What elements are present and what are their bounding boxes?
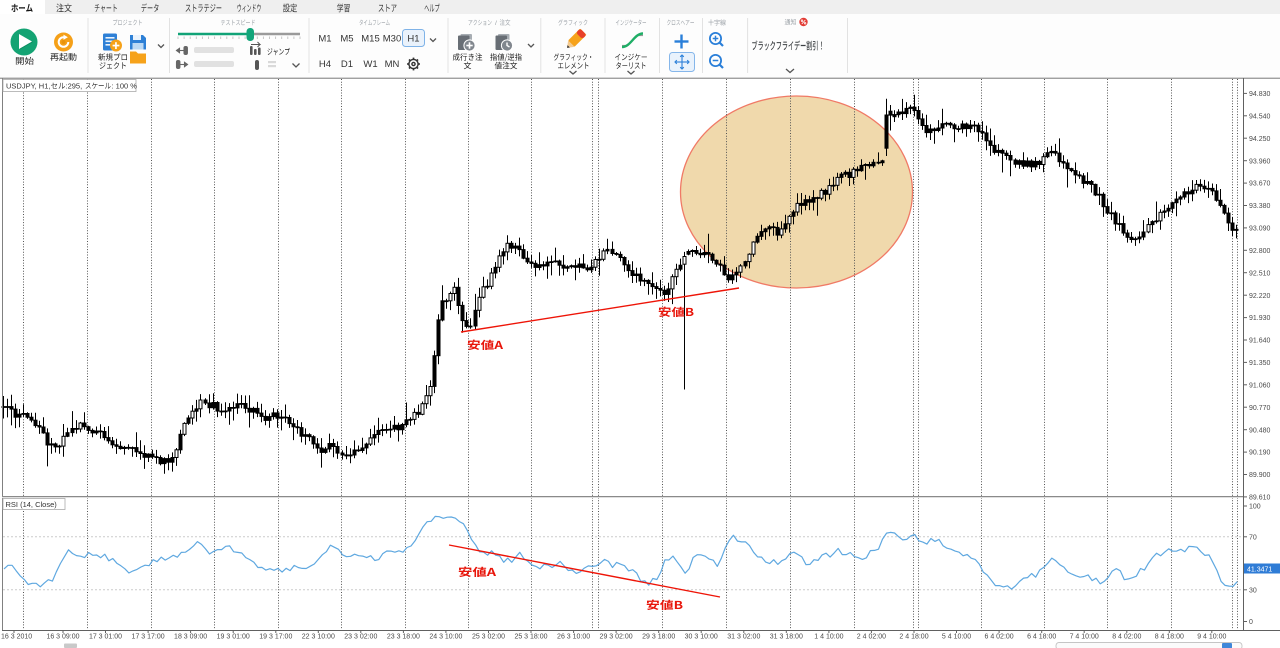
svg-text:70: 70 [1249, 534, 1257, 541]
svg-text:H4: H4 [319, 59, 331, 70]
svg-text:29 3 02:00: 29 3 02:00 [600, 634, 633, 641]
svg-text:6 4 18:00: 6 4 18:00 [1027, 634, 1056, 641]
svg-text:7 4 10:00: 7 4 10:00 [1070, 634, 1099, 641]
svg-text:22 3 10:00: 22 3 10:00 [302, 634, 335, 641]
svg-text:30: 30 [1249, 587, 1257, 594]
svg-text:RSI (14, Close): RSI (14, Close) [6, 500, 58, 509]
svg-text:17 3 01:00: 17 3 01:00 [89, 634, 122, 641]
svg-text:100: 100 [1249, 504, 1261, 511]
svg-text:6 4 02:00: 6 4 02:00 [984, 634, 1013, 641]
svg-text:92.220: 92.220 [1249, 293, 1271, 300]
svg-text:91.060: 91.060 [1249, 382, 1271, 389]
svg-text:91.640: 91.640 [1249, 338, 1271, 345]
svg-text:19 3 17:00: 19 3 17:00 [259, 634, 292, 641]
svg-text:W1: W1 [363, 59, 377, 70]
svg-text:90.770: 90.770 [1249, 405, 1271, 412]
svg-text:M30: M30 [383, 34, 401, 45]
svg-text:19 3 01:00: 19 3 01:00 [217, 634, 250, 641]
svg-text:92.800: 92.800 [1249, 248, 1271, 255]
svg-text:90.190: 90.190 [1249, 450, 1271, 457]
svg-text:USDJPY, H1,: USDJPY, H1, [6, 82, 50, 91]
svg-text:25 3 18:00: 25 3 18:00 [514, 634, 547, 641]
svg-text:23 3 02:00: 23 3 02:00 [344, 634, 377, 641]
svg-text:94.250: 94.250 [1249, 136, 1271, 143]
svg-text:89.900: 89.900 [1249, 472, 1271, 479]
svg-text:16 3 09:00: 16 3 09:00 [46, 634, 79, 641]
svg-text:8 4 18:00: 8 4 18:00 [1155, 634, 1184, 641]
svg-text:31 3 02:00: 31 3 02:00 [727, 634, 760, 641]
svg-text:91.930: 91.930 [1249, 315, 1271, 322]
svg-text:17 3 17:00: 17 3 17:00 [132, 634, 165, 641]
svg-text:16 3 2010: 16 3 2010 [1, 634, 32, 641]
svg-text:2 4 02:00: 2 4 02:00 [857, 634, 886, 641]
svg-text:H1: H1 [407, 34, 419, 45]
svg-text:89.610: 89.610 [1249, 495, 1271, 502]
svg-text:: 100 %: : 100 % [112, 82, 138, 91]
svg-text:29 3 18:00: 29 3 18:00 [642, 634, 675, 641]
svg-text:93.960: 93.960 [1249, 158, 1271, 165]
svg-text:1 4 10:00: 1 4 10:00 [814, 634, 843, 641]
svg-text:9 4 10:00: 9 4 10:00 [1197, 634, 1226, 641]
svg-text:90.480: 90.480 [1249, 427, 1271, 434]
svg-text:92.510: 92.510 [1249, 270, 1271, 277]
svg-text:94.830: 94.830 [1249, 91, 1271, 98]
svg-text:M5: M5 [340, 34, 353, 45]
svg-text::295,: :295, [66, 82, 83, 91]
svg-text:25 3 02:00: 25 3 02:00 [472, 634, 505, 641]
svg-text:0: 0 [1249, 619, 1253, 626]
svg-text:D1: D1 [341, 59, 353, 70]
svg-text:94.540: 94.540 [1249, 113, 1271, 120]
svg-text:8 4 02:00: 8 4 02:00 [1112, 634, 1141, 641]
svg-text:93.670: 93.670 [1249, 181, 1271, 188]
svg-text:2 4 18:00: 2 4 18:00 [899, 634, 928, 641]
svg-text:/: / [495, 20, 497, 27]
svg-text:91.350: 91.350 [1249, 360, 1271, 367]
svg-text:M1: M1 [318, 34, 331, 45]
svg-text:24 3 10:00: 24 3 10:00 [429, 634, 462, 641]
svg-text:93.090: 93.090 [1249, 226, 1271, 233]
svg-text:5 4 10:00: 5 4 10:00 [942, 634, 971, 641]
svg-text:MN: MN [385, 59, 400, 70]
svg-text:31 3 18:00: 31 3 18:00 [770, 634, 803, 641]
svg-text:M15: M15 [361, 34, 379, 45]
svg-text:18 3 09:00: 18 3 09:00 [174, 634, 207, 641]
svg-text:23 3 18:00: 23 3 18:00 [387, 634, 420, 641]
svg-text:30 3 10:00: 30 3 10:00 [685, 634, 718, 641]
svg-text:41.3471: 41.3471 [1247, 566, 1272, 573]
svg-text:26 3 10:00: 26 3 10:00 [557, 634, 590, 641]
svg-text:93.380: 93.380 [1249, 203, 1271, 210]
